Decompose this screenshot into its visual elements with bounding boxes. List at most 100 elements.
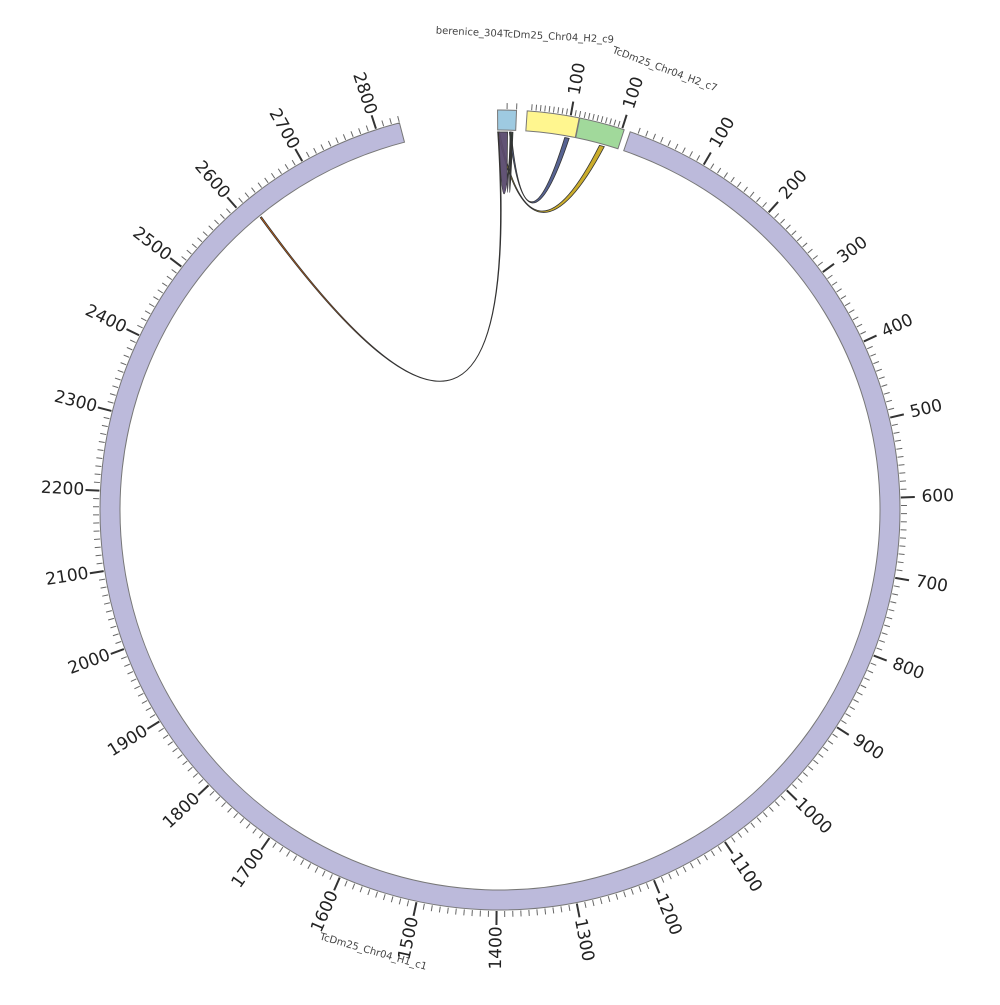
tick-label: 1800 (159, 789, 204, 833)
minor-tick (163, 735, 168, 738)
minor-tick (653, 134, 655, 140)
minor-tick (610, 119, 612, 125)
minor-tick (95, 547, 101, 548)
minor-tick (870, 354, 876, 356)
minor-tick (668, 140, 671, 145)
minor-tick (121, 363, 127, 365)
minor-tick (886, 617, 892, 619)
minor-tick (308, 863, 311, 868)
tick-label: 100 (706, 114, 740, 152)
minor-tick (897, 570, 903, 571)
minor-tick (228, 808, 232, 812)
minor-tick (116, 642, 122, 644)
major-tick (295, 149, 302, 161)
segment-label-berenice-304tcdm25-chr04-h2-c9: berenice_304TcDm25_Chr04_H2_c9 (436, 25, 615, 45)
minor-tick (757, 818, 761, 823)
minor-tick (536, 105, 537, 111)
minor-tick (857, 324, 862, 327)
minor-tick (359, 128, 361, 134)
minor-tick (756, 197, 760, 202)
minor-tick (808, 766, 813, 770)
minor-tick (153, 297, 158, 300)
minor-tick (803, 772, 808, 776)
minor-tick (192, 244, 197, 248)
major-tick (890, 414, 904, 417)
minor-tick (884, 625, 890, 627)
minor-tick (158, 290, 163, 293)
minor-tick (112, 386, 118, 388)
minor-tick (597, 115, 598, 121)
minor-tick (867, 346, 872, 348)
minor-tick (246, 824, 250, 829)
minor-tick (871, 663, 877, 665)
minor-tick (593, 900, 594, 906)
minor-tick (876, 369, 882, 371)
minor-tick (898, 456, 904, 457)
minor-tick (145, 311, 150, 314)
minor-tick (127, 672, 132, 674)
minor-tick (197, 238, 201, 242)
major-tick (111, 649, 124, 654)
minor-tick (99, 579, 105, 580)
minor-tick (137, 325, 142, 328)
minor-tick (646, 131, 648, 137)
minor-tick (273, 843, 276, 848)
minor-tick (569, 905, 570, 911)
minor-tick (744, 187, 748, 192)
minor-tick (226, 209, 230, 213)
minor-tick (803, 243, 808, 247)
tick-label: 1200 (651, 891, 686, 939)
tick-label: 900 (849, 730, 887, 764)
minor-tick (860, 331, 865, 334)
minor-tick (239, 198, 243, 203)
minor-tick (149, 304, 154, 307)
minor-tick (336, 138, 338, 143)
minor-tick (210, 791, 214, 795)
minor-tick (638, 128, 640, 134)
minor-tick (399, 899, 400, 905)
tick-label: 2100 (44, 564, 90, 590)
minor-tick (382, 121, 384, 127)
minor-tick (124, 664, 130, 666)
minor-tick (271, 173, 274, 178)
minor-tick (220, 214, 224, 218)
minor-tick (704, 855, 707, 860)
minor-tick (639, 886, 641, 892)
minor-tick (101, 587, 107, 588)
minor-tick (792, 231, 796, 235)
minor-tick (873, 361, 879, 363)
minor-tick (683, 148, 686, 153)
minor-tick (407, 900, 408, 906)
minor-tick (882, 385, 888, 387)
minor-tick (808, 249, 813, 253)
minor-tick (390, 118, 392, 124)
major-tick (654, 880, 659, 893)
minor-tick (898, 465, 904, 466)
minor-tick (845, 303, 850, 306)
minor-tick (203, 232, 207, 236)
minor-tick (110, 626, 116, 628)
minor-tick (95, 466, 101, 467)
minor-tick (188, 767, 193, 771)
minor-tick (899, 554, 905, 555)
tick-label: 500 (908, 396, 944, 423)
tick-label: 2800 (348, 70, 380, 117)
minor-tick (97, 563, 103, 564)
minor-tick (837, 289, 842, 292)
tick-label: 2600 (190, 157, 234, 203)
major-tick (837, 727, 849, 735)
minor-tick (96, 555, 102, 556)
minor-tick (360, 887, 362, 893)
minor-tick (618, 121, 620, 127)
minor-tick (141, 318, 146, 321)
minor-tick (781, 796, 785, 800)
minor-tick (252, 188, 256, 193)
minor-tick (540, 105, 541, 111)
minor-tick (894, 432, 900, 433)
tick-label: 2300 (52, 387, 99, 417)
minor-tick (798, 779, 802, 783)
minor-tick (841, 720, 846, 723)
major-tick (787, 790, 797, 800)
minor-tick (376, 892, 378, 898)
